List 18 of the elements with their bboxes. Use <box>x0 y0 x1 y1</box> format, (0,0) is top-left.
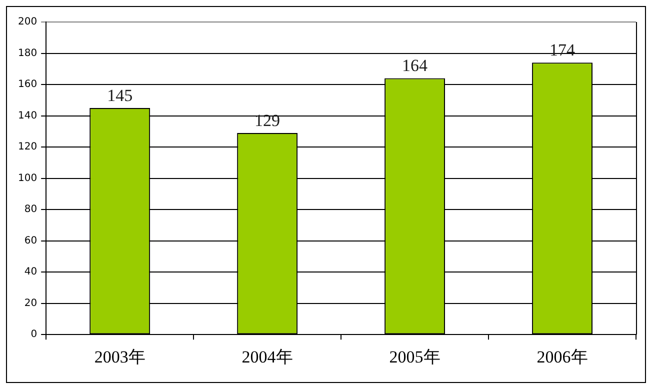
x-tick-label: 2003年 <box>94 347 146 366</box>
y-tick-label: 0 <box>30 329 38 340</box>
y-tick-label: 100 <box>18 172 38 184</box>
y-tick-label: 140 <box>18 110 38 122</box>
y-tick-label: 20 <box>24 298 38 309</box>
data-label: 129 <box>254 110 280 130</box>
x-tick-label: 2004年 <box>242 347 293 366</box>
data-label: 164 <box>402 56 428 76</box>
y-tick-label: 200 <box>18 16 38 28</box>
x-tick-label: 2006年 <box>536 347 588 366</box>
y-tick-label: 40 <box>24 266 38 278</box>
y-tick-label: 120 <box>18 142 38 153</box>
x-tick-label: 2005年 <box>389 347 440 366</box>
data-label: 145 <box>107 86 133 105</box>
y-tick-label: 180 <box>18 48 38 59</box>
y-tick-label: 160 <box>18 79 38 90</box>
y-tick-label: 80 <box>24 204 38 216</box>
y-tick-label: 60 <box>24 235 38 246</box>
